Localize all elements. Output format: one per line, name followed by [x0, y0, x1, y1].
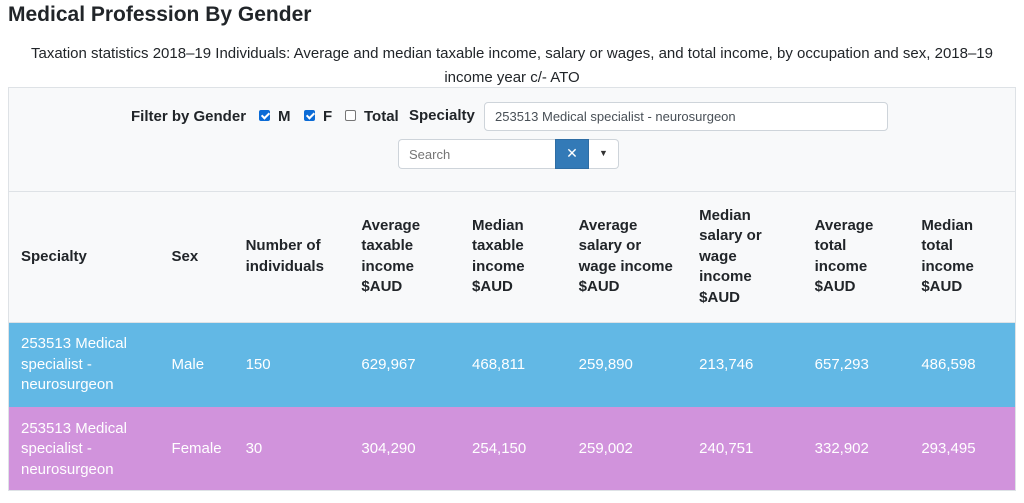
cell-sex: Male [171, 355, 205, 373]
total-checkbox[interactable] [345, 110, 356, 121]
caret-down-icon: ▼ [599, 148, 608, 158]
search-options-dropdown[interactable]: ▼ [589, 139, 619, 169]
income-table: Specialty Sex Number of individuals Aver… [9, 192, 1015, 490]
column-header[interactable]: Average taxable income $AUD [349, 192, 461, 323]
clear-search-button[interactable]: ✕ [555, 139, 589, 169]
report-card: Filter by Gender M F Total Specialty 253… [8, 87, 1016, 491]
search-input[interactable] [398, 139, 555, 169]
specialty-select[interactable]: 253513 Medical specialist - neurosurgeon [484, 102, 888, 131]
cell-median-taxable: 254,150 [472, 440, 527, 458]
cell-median-taxable: 468,811 [472, 355, 526, 373]
cell-individuals: 30 [245, 440, 263, 458]
cell-sex: Female [171, 440, 222, 458]
gender-filter-label: Filter by Gender [131, 108, 247, 125]
column-header[interactable]: Number of individuals [233, 192, 350, 323]
male-checkbox-label[interactable]: M [278, 108, 291, 125]
column-header[interactable]: Median salary or wage income $AUD [687, 192, 803, 323]
cell-individuals: 150 [245, 355, 271, 373]
cell-avg-taxable: 304,290 [361, 440, 416, 458]
table-header-row: Specialty Sex Number of individuals Aver… [9, 192, 1015, 323]
table-row-male: 253513 Medical specialist - neurosurgeon… [9, 322, 1015, 407]
cell-median-salary: 213,746 [699, 355, 754, 373]
cell-avg-total: 332,902 [814, 440, 869, 458]
cell-avg-total: 657,293 [814, 355, 869, 373]
close-icon: ✕ [566, 145, 578, 161]
cell-avg-taxable: 629,967 [361, 355, 416, 373]
male-checkbox[interactable] [259, 110, 270, 121]
cell-avg-salary: 259,890 [578, 355, 633, 373]
column-header[interactable]: Average salary or wage income $AUD [566, 192, 688, 323]
female-checkbox-label[interactable]: F [323, 108, 333, 125]
specialty-label: Specialty [409, 107, 475, 124]
page-title: Medical Profession By Gender [8, 3, 312, 26]
cell-median-total: 293,495 [921, 440, 976, 458]
column-header[interactable]: Median taxable income $AUD [460, 192, 567, 323]
page-subtitle: Taxation statistics 2018–19 Individuals:… [31, 45, 993, 86]
column-header[interactable]: Median total income $AUD [909, 192, 1015, 323]
cell-specialty: 253513 Medical specialist - neurosurgeon [21, 335, 127, 393]
cell-median-salary: 240,751 [699, 440, 754, 458]
cell-median-total: 486,598 [921, 355, 976, 373]
column-header[interactable]: Sex [159, 192, 234, 323]
column-header[interactable]: Specialty [9, 192, 160, 323]
filter-bar: Filter by Gender M F Total Specialty 253… [9, 88, 1015, 192]
total-checkbox-label[interactable]: Total [364, 108, 399, 125]
column-header[interactable]: Average total income $AUD [802, 192, 910, 323]
cell-avg-salary: 259,002 [578, 440, 633, 458]
table-row-female: 253513 Medical specialist - neurosurgeon… [9, 407, 1015, 490]
cell-specialty: 253513 Medical specialist - neurosurgeon [21, 419, 127, 478]
female-checkbox[interactable] [304, 110, 315, 121]
